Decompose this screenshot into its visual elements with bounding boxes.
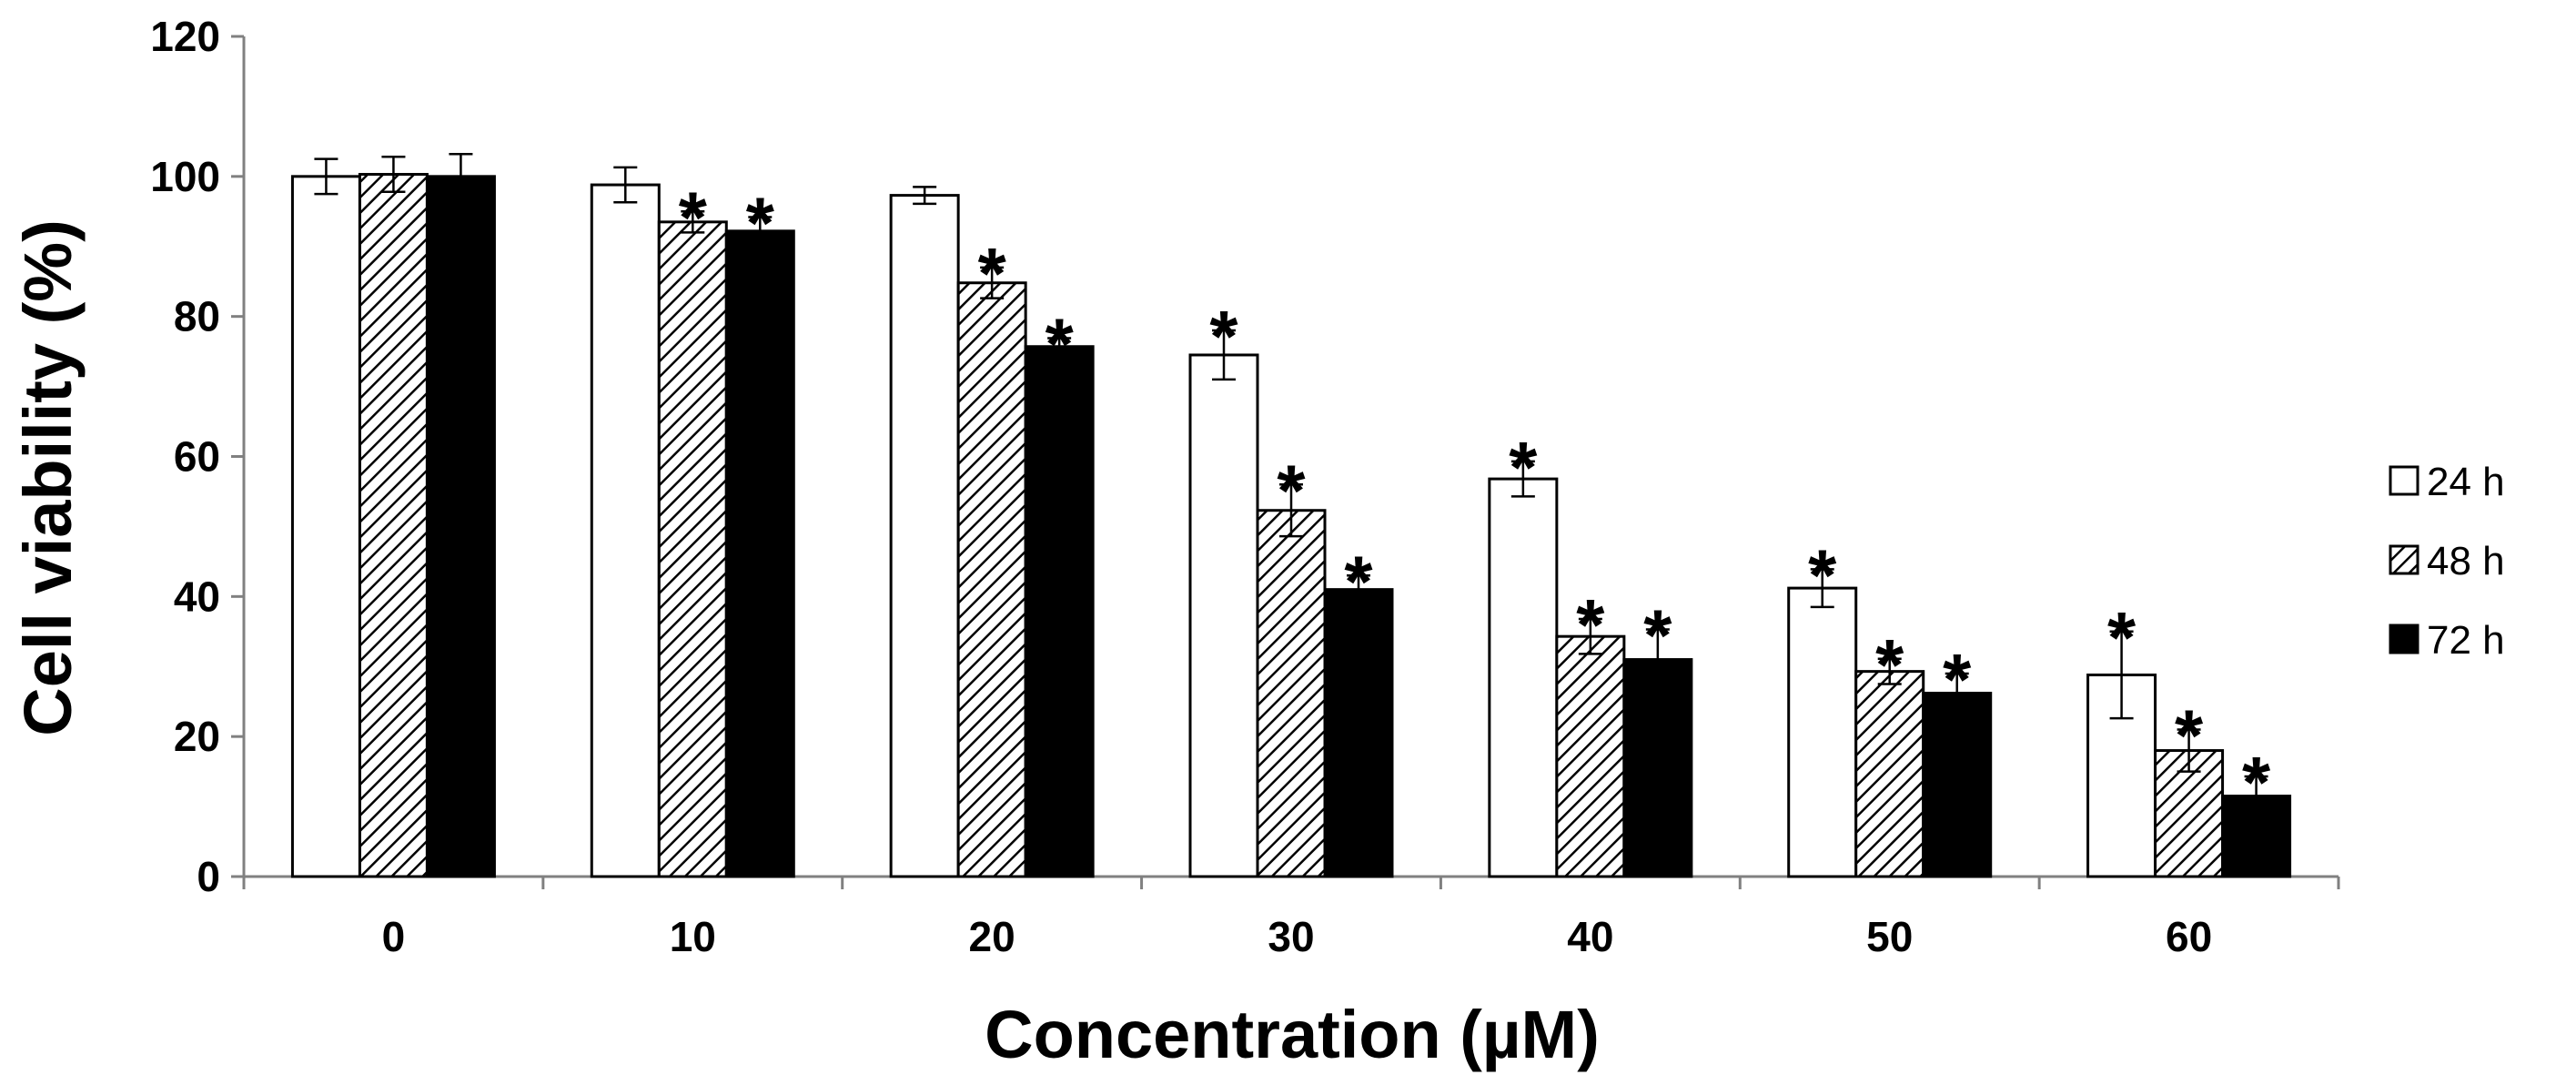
significance-star: * <box>1277 450 1306 531</box>
significance-star: * <box>1046 304 1075 385</box>
bar-48h-0 <box>358 173 429 878</box>
y-tick-label: 60 <box>174 433 220 481</box>
bar-48h-30 <box>1256 509 1327 878</box>
legend-label: 48 h <box>2427 539 2505 583</box>
legend-swatch-48h <box>2389 544 2419 575</box>
bar-24h-0 <box>290 175 361 878</box>
bar-24h-40 <box>1488 477 1559 878</box>
x-tick-label: 30 <box>1268 913 1314 960</box>
bar-48h-10 <box>657 220 728 878</box>
significance-star: * <box>1943 639 1972 720</box>
significance-star: * <box>679 177 708 258</box>
legend: 24 h 48 h 72 h <box>2389 460 2505 663</box>
significance-star: * <box>2242 742 2271 823</box>
y-tick-label: 0 <box>197 853 220 900</box>
bar-24h-50 <box>1787 586 1858 878</box>
bar-24h-30 <box>1188 353 1259 878</box>
y-tick-label: 40 <box>174 573 220 620</box>
significance-star: * <box>978 233 1007 314</box>
bar-72h-20 <box>1024 345 1095 878</box>
y-tick-label: 20 <box>174 713 220 760</box>
significance-star: * <box>1643 594 1672 675</box>
bar-48h-20 <box>956 281 1027 878</box>
significance-star: * <box>1875 624 1904 705</box>
legend-swatch-72h <box>2389 624 2419 654</box>
x-tick-label: 20 <box>969 913 1015 960</box>
bar-24h-20 <box>889 194 960 878</box>
bar-72h-30 <box>1323 588 1394 878</box>
plot-area: 0 20 40 60 80 100 120 0 10 20 30 40 50 60 * * * * * * * * * * * *… <box>150 13 2340 960</box>
bar-48h-40 <box>1555 634 1626 878</box>
significance-star: * <box>1509 427 1538 508</box>
x-tick-label: 0 <box>382 913 406 960</box>
y-tick-label: 120 <box>150 13 220 60</box>
bar-72h-0 <box>425 175 496 878</box>
x-tick-label: 10 <box>670 913 716 960</box>
y-axis-title: Cell viability (%) <box>10 219 86 735</box>
significance-star: * <box>2107 597 2137 678</box>
legend-label: 24 h <box>2427 460 2505 504</box>
x-tick-label: 40 <box>1567 913 1613 960</box>
x-tick-label: 50 <box>1866 913 1913 960</box>
y-tick-label: 100 <box>150 153 220 200</box>
significance-star: * <box>1808 534 1837 615</box>
y-tick-label: 80 <box>174 293 220 340</box>
bar-24h-10 <box>590 183 661 878</box>
legend-label: 72 h <box>2427 618 2505 663</box>
significance-star: * <box>746 182 775 263</box>
bar-72h-50 <box>1922 691 1993 878</box>
x-axis-title: Concentration (µM) <box>985 997 1600 1072</box>
bar-72h-10 <box>724 229 795 878</box>
legend-swatch-24h <box>2389 465 2419 496</box>
bar-72h-40 <box>1622 658 1693 878</box>
significance-star: * <box>1209 296 1238 377</box>
significance-star: * <box>2175 695 2204 776</box>
significance-star: * <box>1344 541 1373 622</box>
significance-star: * <box>1576 584 1605 665</box>
x-tick-label: 60 <box>2166 913 2212 960</box>
